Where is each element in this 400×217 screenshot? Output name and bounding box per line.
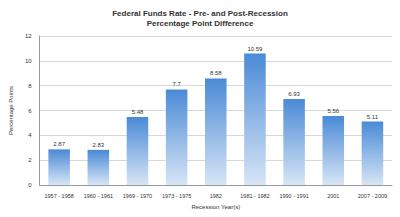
svg-text:2.87: 2.87 — [53, 141, 65, 147]
svg-text:6: 6 — [28, 108, 32, 114]
svg-text:1960 - 1961: 1960 - 1961 — [84, 193, 113, 199]
svg-text:Federal Funds Rate - Pre- and: Federal Funds Rate - Pre- and Post-Reces… — [112, 9, 288, 18]
svg-text:1982: 1982 — [210, 193, 222, 199]
svg-text:1973 - 1975: 1973 - 1975 — [162, 193, 191, 199]
svg-text:8.58: 8.58 — [210, 70, 222, 76]
svg-text:1957 - 1958: 1957 - 1958 — [44, 193, 73, 199]
svg-text:10: 10 — [25, 58, 32, 64]
svg-text:5.48: 5.48 — [132, 109, 144, 115]
svg-text:1990 - 1991: 1990 - 1991 — [279, 193, 308, 199]
svg-text:2007 - 2009: 2007 - 2009 — [358, 193, 387, 199]
svg-text:6.93: 6.93 — [288, 91, 300, 97]
svg-text:12: 12 — [25, 33, 32, 39]
svg-text:2.83: 2.83 — [92, 142, 104, 148]
svg-text:4: 4 — [28, 132, 32, 138]
svg-text:5.56: 5.56 — [327, 108, 339, 114]
svg-text:1969 - 1970: 1969 - 1970 — [123, 193, 152, 199]
svg-text:5.11: 5.11 — [367, 114, 379, 120]
svg-text:1981 - 1982: 1981 - 1982 — [240, 193, 269, 199]
svg-text:10.59: 10.59 — [247, 46, 263, 52]
svg-text:2001: 2001 — [327, 193, 339, 199]
svg-text:7.7: 7.7 — [172, 81, 181, 87]
svg-text:2: 2 — [28, 157, 32, 163]
svg-text:0: 0 — [28, 182, 32, 188]
svg-text:Recession Year(s): Recession Year(s) — [191, 204, 240, 210]
svg-text:Percentage Points: Percentage Points — [8, 86, 14, 135]
svg-text:8: 8 — [28, 83, 32, 89]
svg-text:Percentage Point Difference: Percentage Point Difference — [147, 19, 254, 28]
